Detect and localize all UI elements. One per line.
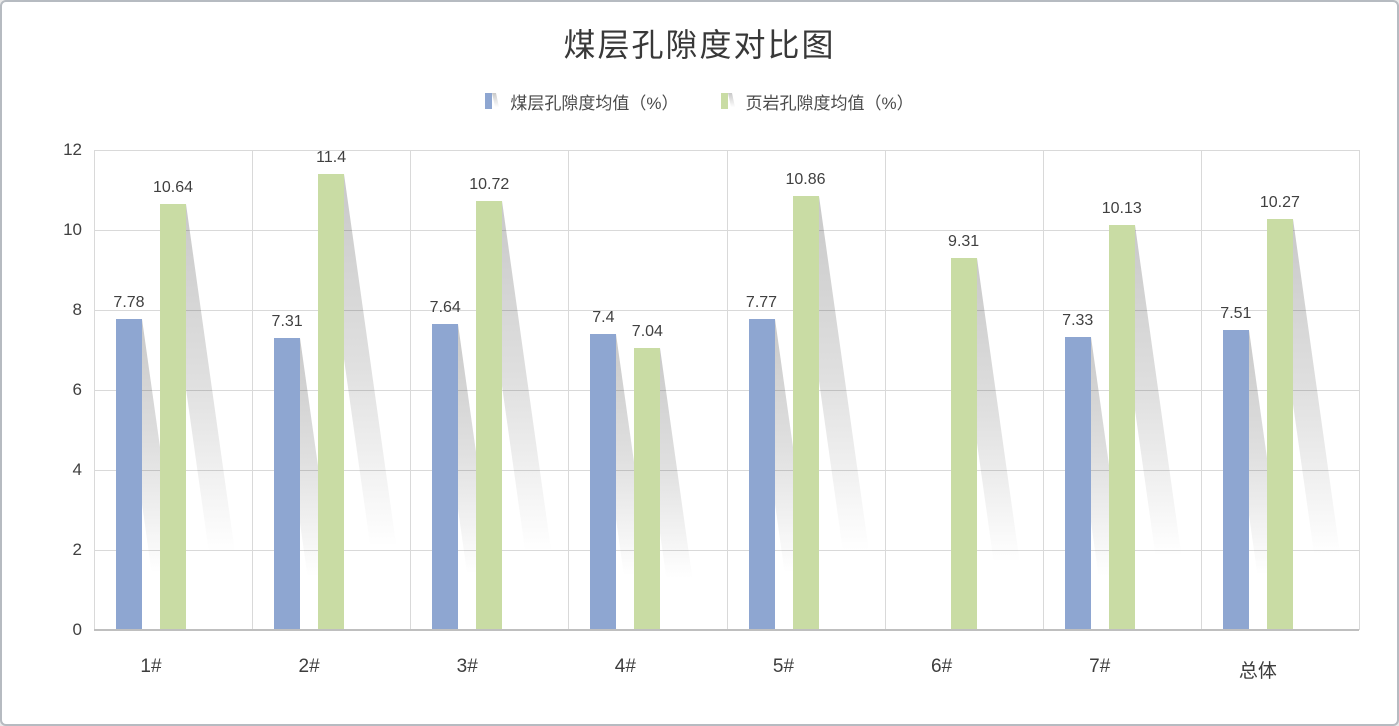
- bar-data-label: 7.33: [1062, 311, 1094, 329]
- shale-porosity-bar[interactable]: [318, 174, 345, 629]
- y-axis-tick-label: 2: [72, 540, 82, 559]
- bar-data-label: 10.86: [785, 170, 826, 188]
- y-axis-tick-label: 10: [63, 220, 82, 239]
- vertical-gridline: [410, 150, 412, 630]
- coal-porosity-bar[interactable]: [1222, 329, 1249, 629]
- shale-porosity-bar[interactable]: [1108, 224, 1135, 629]
- y-axis-tick-label: 8: [72, 300, 82, 319]
- legend-item-shale-series[interactable]: 页岩孔隙度均值（%）: [720, 89, 914, 114]
- bar-data-label: 10.13: [1101, 199, 1142, 217]
- x-axis-line: [94, 629, 1359, 631]
- vertical-gridline: [94, 150, 95, 630]
- shale-porosity-bar[interactable]: [792, 195, 819, 629]
- shale-porosity-bar[interactable]: [634, 348, 661, 629]
- coal-porosity-bar[interactable]: [748, 319, 775, 629]
- vertical-gridline: [1359, 150, 1360, 630]
- coal-porosity-bar[interactable]: [274, 337, 301, 629]
- x-axis-category-label: 6#: [931, 656, 953, 677]
- shale-porosity-bar[interactable]: [950, 257, 977, 629]
- vertical-gridline: [884, 150, 886, 630]
- x-axis-category-label: 总体: [1238, 661, 1277, 682]
- chart-title: 煤层孔隙度对比图: [563, 27, 836, 63]
- bar-data-label: 7.04: [631, 323, 663, 341]
- y-axis-tick-label: 4: [72, 460, 82, 479]
- x-axis-category-label: 4#: [614, 656, 636, 677]
- vertical-gridline: [568, 150, 570, 630]
- shale-porosity-bar[interactable]: [476, 201, 503, 629]
- coal-porosity-bar[interactable]: [590, 334, 617, 629]
- coal-porosity-bar[interactable]: [432, 324, 459, 629]
- shale-series-swatch-icon: [720, 93, 735, 109]
- legend-label-shale-series: 页岩孔隙度均值（%）: [745, 93, 914, 113]
- legend-label-coal-series: 煤层孔隙度均值（%）: [510, 93, 679, 113]
- y-axis-tick-label: 12: [63, 140, 82, 159]
- vertical-gridline: [252, 150, 254, 630]
- y-axis-tick-label: 6: [72, 380, 82, 399]
- bar-data-label: 11.4: [316, 149, 347, 166]
- bar-data-label: 7.78: [113, 293, 145, 311]
- bar-data-label: 7.64: [429, 299, 461, 317]
- bar-data-label: 10.27: [1259, 194, 1300, 212]
- x-axis-category-label: 1#: [140, 656, 162, 677]
- x-axis-category-label: 5#: [772, 656, 795, 677]
- bar-data-label: 9.31: [948, 232, 980, 250]
- y-axis-tick-label: 0: [72, 620, 82, 639]
- vertical-gridline: [726, 150, 728, 630]
- bar-data-label: 7.51: [1220, 304, 1252, 322]
- vertical-gridline: [1200, 150, 1202, 630]
- vertical-gridline: [1042, 150, 1044, 630]
- coal-porosity-bar[interactable]: [1064, 336, 1091, 629]
- coal-porosity-bar[interactable]: [116, 318, 142, 629]
- coal-series-swatch-icon: [485, 93, 500, 109]
- shale-porosity-bar[interactable]: [160, 204, 186, 629]
- bar-data-label: 7.4: [592, 309, 615, 326]
- bar-data-label: 10.64: [152, 179, 194, 197]
- x-axis-category-label: 3#: [456, 656, 478, 677]
- legend-item-coal-series[interactable]: 煤层孔隙度均值（%）: [485, 89, 679, 114]
- legend: 煤层孔隙度均值（%） 页岩孔隙度均值（%）: [2, 86, 1397, 116]
- x-axis-category-label: 2#: [298, 656, 320, 677]
- x-axis-category-label: 7#: [1089, 656, 1111, 677]
- bar-data-label: 10.72: [469, 176, 510, 194]
- bar-data-label: 7.31: [271, 312, 303, 330]
- shale-porosity-bar[interactable]: [1266, 219, 1293, 629]
- bar-data-label: 7.77: [745, 294, 778, 312]
